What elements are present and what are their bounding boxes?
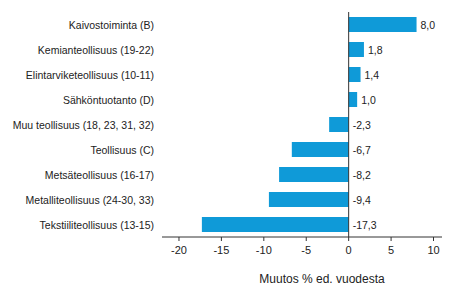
bar	[349, 67, 361, 82]
bars	[202, 17, 417, 232]
data-label: -17,3	[353, 219, 377, 231]
axis-title: Muutos % ed. vuodesta	[259, 272, 385, 286]
data-label: 1,0	[361, 94, 376, 106]
bar	[279, 167, 349, 182]
category-label: Metsäteollisuus (16-17)	[45, 169, 154, 181]
data-label: 1,4	[365, 69, 380, 81]
bar	[292, 142, 349, 157]
tick-label: -20	[171, 244, 187, 256]
zero-line	[348, 12, 349, 237]
tick	[221, 237, 222, 241]
data-label: -2,3	[353, 119, 371, 131]
data-label: 8,0	[421, 19, 436, 31]
category-label: Elintarviketeollisuus (10-11)	[26, 69, 154, 81]
tick	[348, 237, 349, 241]
bar	[349, 17, 417, 32]
tick	[391, 237, 392, 241]
bar	[329, 117, 349, 132]
category-label: Metalliteollisuus (24-30, 33)	[26, 194, 154, 206]
tick	[433, 237, 434, 241]
tick	[306, 237, 307, 241]
tick	[178, 237, 179, 241]
bar	[202, 217, 349, 232]
data-label: -9,4	[353, 194, 371, 206]
tick-label: 5	[388, 244, 394, 256]
category-label: Teollisuus (C)	[90, 144, 154, 156]
tick-label: 0	[346, 244, 352, 256]
category-label: Kemianteollisuus (19-22)	[38, 44, 154, 56]
category-label: Kaivostoiminta (B)	[69, 19, 154, 31]
data-label: -6,7	[353, 144, 371, 156]
bar	[349, 92, 357, 107]
data-label: -8,2	[353, 169, 371, 181]
bar	[349, 42, 364, 57]
category-label: Tekstiiliteollisuus (13-15)	[40, 219, 154, 231]
category-label: Muu teollisuus (18, 23, 31, 32)	[13, 119, 154, 131]
tick-label: -15	[213, 244, 229, 256]
tick-label: -10	[256, 244, 272, 256]
tick	[263, 237, 264, 241]
tick-label: 10	[427, 244, 439, 256]
tick-label: -5	[301, 244, 311, 256]
category-label: Sähköntuotanto (D)	[63, 94, 154, 106]
x-axis	[162, 237, 442, 238]
bar	[269, 192, 349, 207]
data-label: 1,8	[368, 44, 383, 56]
